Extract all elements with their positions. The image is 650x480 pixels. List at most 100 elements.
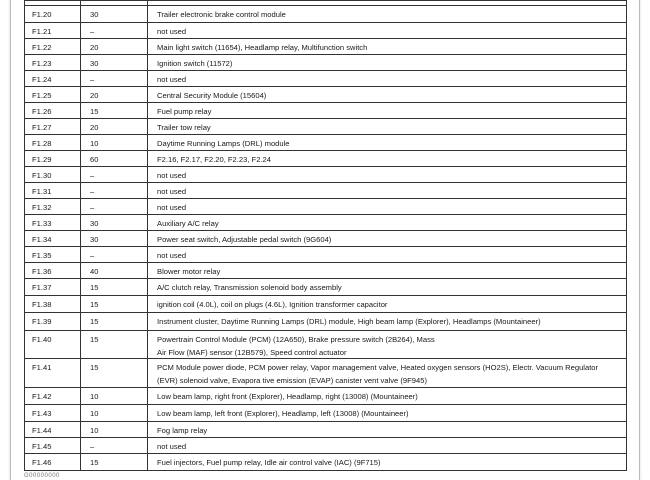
- fuse-number-cell-text: F1.34: [32, 235, 52, 244]
- fuse-number-cell: F1.39: [24, 312, 81, 331]
- circuit-description-cell: Fuel injectors, Fuel pump relay, Idle ai…: [147, 453, 627, 471]
- circuit-description-cell: Low beam lamp, right front (Explorer), H…: [147, 387, 627, 405]
- fuse-number-cell-text: F1.45: [32, 442, 52, 451]
- description-line: F2.16, F2.17, F2.20, F2.23, F2.24: [157, 155, 271, 164]
- description-line: Powertrain Control Module (PCM) (12A650)…: [157, 335, 435, 344]
- table-row: F1.39 15 Instrument cluster, Daytime Runni…: [24, 312, 627, 331]
- circuit-description-cell: Power seat switch, Adjustable pedal swit…: [147, 230, 627, 247]
- description-line: Trailer electronic brake control module: [157, 10, 286, 19]
- circuit-description-cell: not used: [147, 166, 627, 183]
- fuse-number-cell: F1.41: [24, 358, 81, 388]
- fuse-number-cell: F1.27: [24, 118, 81, 135]
- table-row: F1.35 – not used: [24, 246, 627, 263]
- circuit-description-cell: not used: [147, 22, 627, 39]
- table-row: F1.26 15 Fuel pump relay: [24, 102, 627, 119]
- amperage-cell: 20: [80, 86, 148, 103]
- table-row: F1.28 10 Daytime Running Lamps (DRL) modul…: [24, 134, 627, 151]
- circuit-description-cell: Fuel pump relay: [147, 102, 627, 119]
- circuit-description-cell: PCM Module power diode, PCM power relay,…: [147, 358, 627, 388]
- circuit-description-cell: Fog lamp relay: [147, 421, 627, 438]
- fuse-number-cell-text: F1.31: [32, 187, 52, 196]
- description-line: not used: [157, 203, 187, 212]
- circuit-description-cell: Blower motor relay: [147, 262, 627, 279]
- table-row: F1.25 20 Central Security Module (15604): [24, 86, 627, 103]
- fuse-number-cell: F1.31: [24, 182, 81, 199]
- description-line: Low beam lamp, left front (Explorer), He…: [157, 409, 409, 418]
- fuse-number-cell-text: F1.26: [32, 107, 52, 116]
- circuit-description-cell: Instrument cluster, Daytime Running Lamp…: [147, 312, 627, 331]
- fuse-number-cell: F1.43: [24, 404, 81, 422]
- amperage-cell-text: 15: [90, 283, 99, 292]
- amperage-cell-text: –: [90, 171, 95, 180]
- amperage-cell-text: –: [90, 251, 95, 260]
- amperage-cell-text: 15: [90, 300, 99, 309]
- table-row: F1.29 60 F2.16, F2.17, F2.20, F2.23, F2.24: [24, 150, 627, 167]
- fuse-number-cell-text: F1.36: [32, 267, 52, 276]
- table-row: F1.24 – not used: [24, 70, 627, 87]
- fuse-number-cell: F1.36: [24, 262, 81, 279]
- table-row: F1.41 15 PCM Module power diode, PCM power…: [24, 358, 627, 388]
- fuse-number-cell: F1.26: [24, 102, 81, 119]
- fuse-number-cell-text: F1.44: [32, 426, 52, 435]
- fuse-number-cell-text: F1.32: [32, 203, 52, 212]
- circuit-description-cell: Powertrain Control Module (PCM) (12A650)…: [147, 330, 627, 359]
- amperage-cell-text: 15: [90, 363, 99, 372]
- amperage-cell-text: –: [90, 75, 95, 84]
- fuse-table: F1.20 30 Trailer electronic brake control …: [24, 0, 627, 471]
- fuse-number-cell: F1.28: [24, 134, 81, 151]
- fuse-number-cell-text: F1.21: [32, 27, 52, 36]
- circuit-description-cell: not used: [147, 182, 627, 199]
- circuit-description-cell: ignition coil (4.0L), coil on plugs (4.6…: [147, 295, 627, 313]
- fuse-number-cell: F1.42: [24, 387, 81, 405]
- circuit-description-cell: Trailer electronic brake control module: [147, 5, 627, 23]
- fuse-number-cell-text: F1.27: [32, 123, 52, 132]
- description-line: Power seat switch, Adjustable pedal swit…: [157, 235, 332, 244]
- fuse-number-cell-text: F1.33: [32, 219, 52, 228]
- amperage-cell: 10: [80, 387, 148, 405]
- description-line: not used: [157, 187, 187, 196]
- table-row: F1.21 – not used: [24, 22, 627, 39]
- table-row: F1.31 – not used: [24, 182, 627, 199]
- circuit-description-cell: F2.16, F2.17, F2.20, F2.23, F2.24: [147, 150, 627, 167]
- amperage-cell: 10: [80, 404, 148, 422]
- circuit-description-cell: not used: [147, 246, 627, 263]
- amperage-cell: –: [80, 198, 148, 215]
- amperage-cell: 60: [80, 150, 148, 167]
- description-line: Main light switch (11654), Headlamp rela…: [157, 43, 368, 52]
- amperage-cell-text: 15: [90, 317, 99, 326]
- circuit-description-cell: Main light switch (11654), Headlamp rela…: [147, 38, 627, 55]
- fuse-number-cell: F1.33: [24, 214, 81, 231]
- circuit-description-cell: A/C clutch relay, Transmission solenoid …: [147, 278, 627, 296]
- amperage-cell: 15: [80, 278, 148, 296]
- amperage-cell-text: 10: [90, 409, 99, 418]
- description-line: Daytime Running Lamps (DRL) module: [157, 139, 290, 148]
- table-row: F1.22 20 Main light switch (11654), Headla…: [24, 38, 627, 55]
- circuit-description-cell: Trailer tow relay: [147, 118, 627, 135]
- fuse-number-cell-text: F1.24: [32, 75, 52, 84]
- amperage-cell: 15: [80, 102, 148, 119]
- amperage-cell: 30: [80, 5, 148, 23]
- description-line: Low beam lamp, right front (Explorer), H…: [157, 392, 418, 401]
- amperage-cell: –: [80, 22, 148, 39]
- fuse-number-cell-text: F1.20: [32, 10, 52, 19]
- amperage-cell: 15: [80, 312, 148, 331]
- amperage-cell-text: –: [90, 27, 95, 36]
- circuit-description-cell: Daytime Running Lamps (DRL) module: [147, 134, 627, 151]
- table-row: F1.27 20 Trailer tow relay: [24, 118, 627, 135]
- description-line: not used: [157, 75, 187, 84]
- description-line: not used: [157, 251, 187, 260]
- description-line: Fog lamp relay: [157, 426, 208, 435]
- fuse-number-cell-text: F1.23: [32, 59, 52, 68]
- table-row: F1.34 30 Power seat switch, Adjustable ped…: [24, 230, 627, 247]
- amperage-cell: 20: [80, 118, 148, 135]
- fuse-number-cell: F1.23: [24, 54, 81, 71]
- amperage-cell-text: –: [90, 187, 95, 196]
- description-line: Fuel pump relay: [157, 107, 212, 116]
- description-line: Trailer tow relay: [157, 123, 211, 132]
- amperage-cell: –: [80, 246, 148, 263]
- amperage-cell: 15: [80, 330, 148, 359]
- amperage-cell-text: 30: [90, 235, 99, 244]
- fuse-number-cell: F1.35: [24, 246, 81, 263]
- fuse-number-cell: F1.46: [24, 453, 81, 471]
- amperage-cell-text: 20: [90, 123, 99, 132]
